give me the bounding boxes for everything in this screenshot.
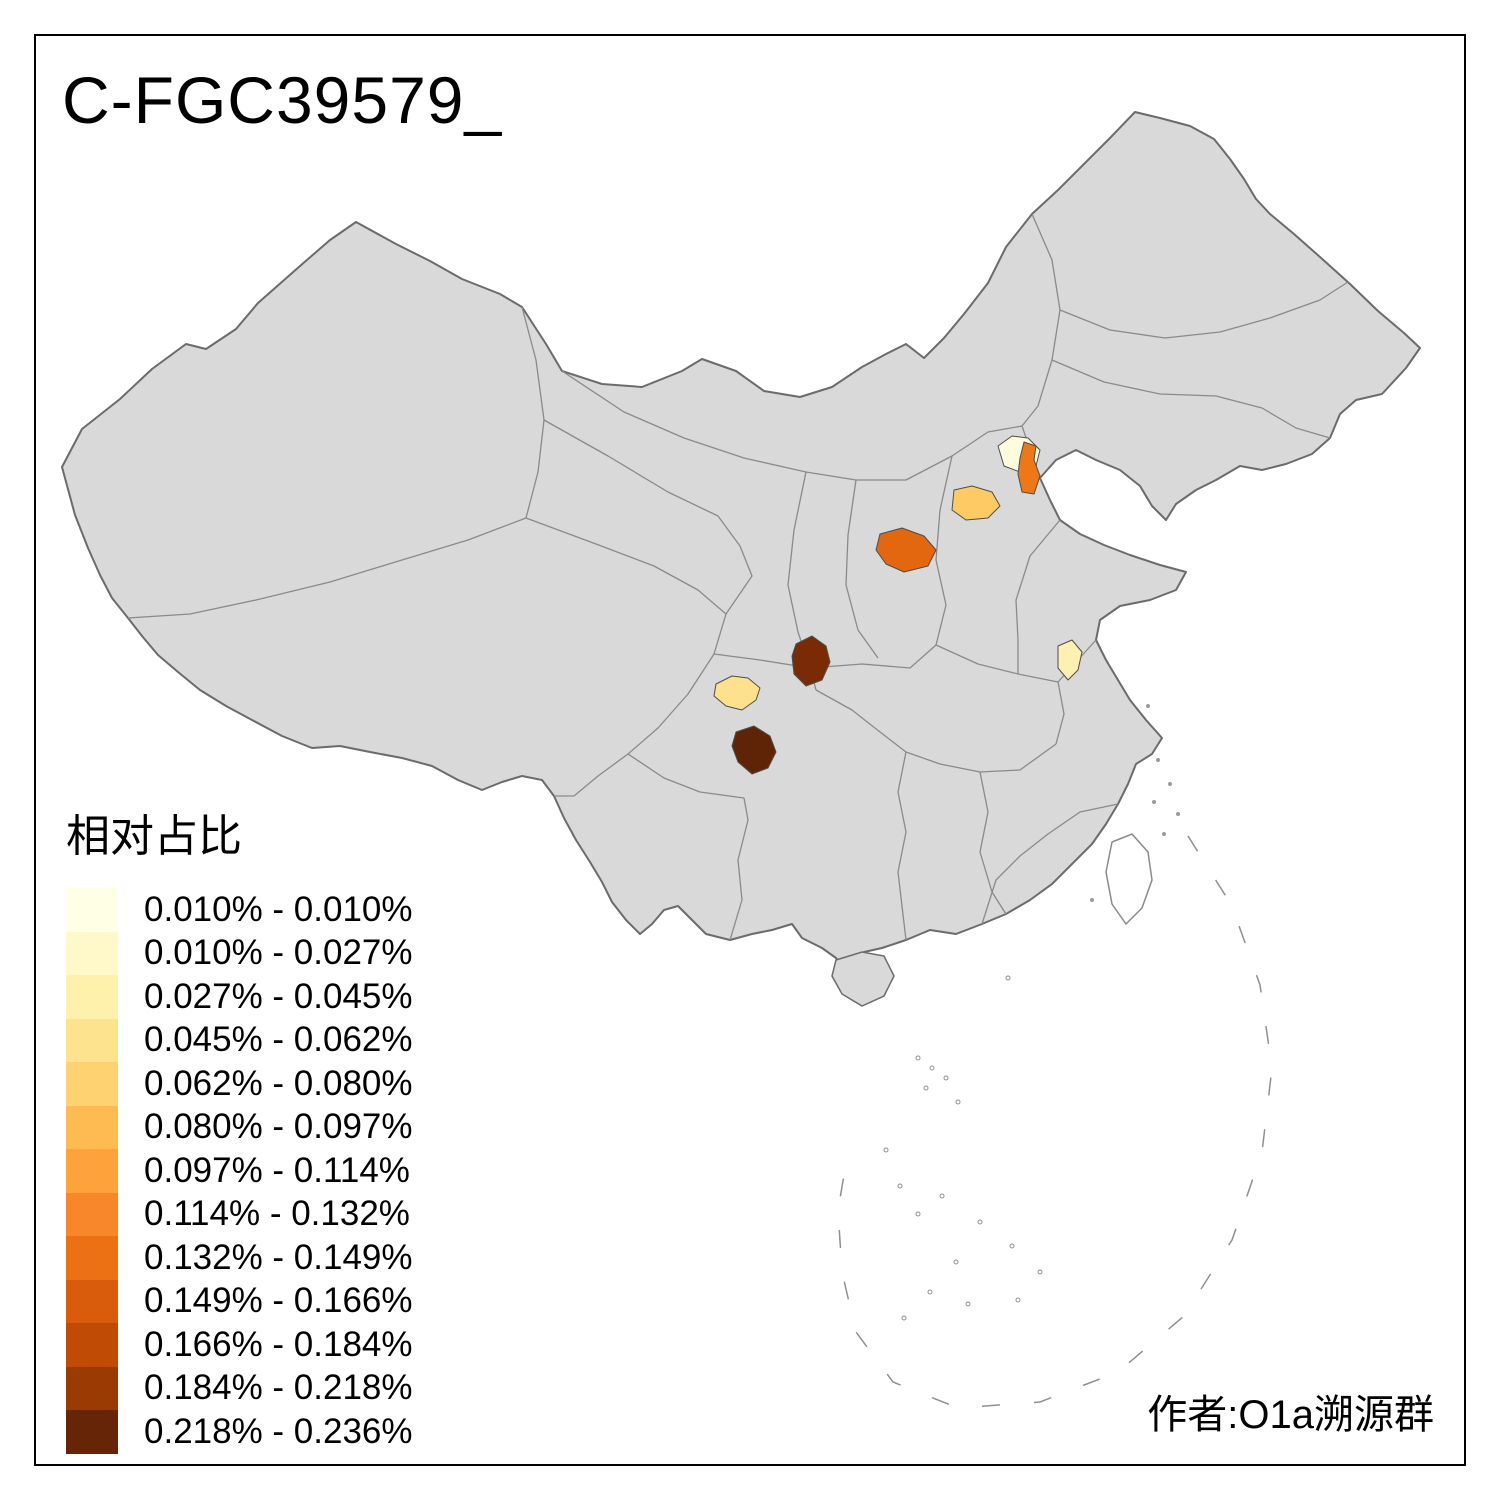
legend-item: 0.027% - 0.045% xyxy=(66,975,413,1019)
legend-item: 0.097% - 0.114% xyxy=(66,1149,413,1193)
legend-title: 相对占比 xyxy=(66,812,242,861)
legend-label: 0.027% - 0.045% xyxy=(144,976,413,1016)
legend-item: 0.010% - 0.010% xyxy=(66,888,413,932)
legend-swatch xyxy=(66,1279,118,1323)
legend-item: 0.080% - 0.097% xyxy=(66,1105,413,1149)
legend-item: 0.045% - 0.062% xyxy=(66,1018,413,1062)
legend-label: 0.080% - 0.097% xyxy=(144,1107,413,1147)
legend-swatch xyxy=(66,888,118,932)
china-mainland xyxy=(61,111,1421,973)
map-region-2 xyxy=(1017,441,1041,495)
page-title: C-FGC39579_ xyxy=(62,63,503,137)
map-region-7 xyxy=(731,725,777,775)
hainan-island xyxy=(831,951,895,1007)
legend-swatch xyxy=(66,1149,118,1193)
legend-label: 0.045% - 0.062% xyxy=(144,1020,413,1060)
legend-swatch xyxy=(66,1105,118,1149)
legend-label: 0.062% - 0.080% xyxy=(144,1063,413,1103)
legend-label: 0.166% - 0.184% xyxy=(144,1324,413,1364)
map-region-8 xyxy=(1057,639,1083,681)
taiwan-island xyxy=(1105,833,1153,926)
legend-label: 0.114% - 0.132% xyxy=(144,1194,410,1234)
legend-label: 0.149% - 0.166% xyxy=(144,1281,413,1321)
map-region-3 xyxy=(951,485,1001,521)
legend-item: 0.166% - 0.184% xyxy=(66,1323,413,1367)
legend-item: 0.132% - 0.149% xyxy=(66,1236,413,1280)
legend-item: 0.114% - 0.132% xyxy=(66,1192,413,1236)
map-region-6 xyxy=(713,675,761,711)
legend-item: 0.010% - 0.027% xyxy=(66,931,413,975)
south-china-sea-islands xyxy=(883,975,1043,1321)
legend: 相对占比 0.010% - 0.010% 0.010% - 0.027% 0.0… xyxy=(66,800,413,1454)
legend-item: 0.184% - 0.218% xyxy=(66,1366,413,1410)
legend-label: 0.184% - 0.218% xyxy=(144,1368,413,1408)
legend-swatch xyxy=(66,1018,118,1062)
legend-swatch xyxy=(66,975,118,1019)
map-region-5 xyxy=(791,635,831,687)
coastal-islands xyxy=(1090,704,1180,902)
legend-swatch xyxy=(66,1410,118,1454)
legend-label: 0.132% - 0.149% xyxy=(144,1237,413,1277)
highlighted-regions xyxy=(713,435,1083,775)
legend-label: 0.010% - 0.027% xyxy=(144,933,413,973)
nine-dash-line xyxy=(837,835,1273,1409)
legend-item: 0.149% - 0.166% xyxy=(66,1279,413,1323)
legend-label: 0.218% - 0.236% xyxy=(144,1411,413,1451)
legend-item: 0.218% - 0.236% xyxy=(66,1410,413,1454)
legend-label: 0.010% - 0.010% xyxy=(144,889,413,929)
legend-swatch xyxy=(66,1192,118,1236)
legend-swatch xyxy=(66,931,118,975)
legend-swatch xyxy=(66,1323,118,1367)
legend-swatch xyxy=(66,1062,118,1106)
province-borders xyxy=(127,213,1349,941)
author-credit: 作者:O1a溯源群 xyxy=(1147,1393,1434,1437)
map-region-4 xyxy=(875,527,937,573)
legend-item: 0.062% - 0.080% xyxy=(66,1062,413,1106)
legend-swatch xyxy=(66,1236,118,1280)
legend-label: 0.097% - 0.114% xyxy=(144,1150,410,1190)
legend-swatch xyxy=(66,1366,118,1410)
